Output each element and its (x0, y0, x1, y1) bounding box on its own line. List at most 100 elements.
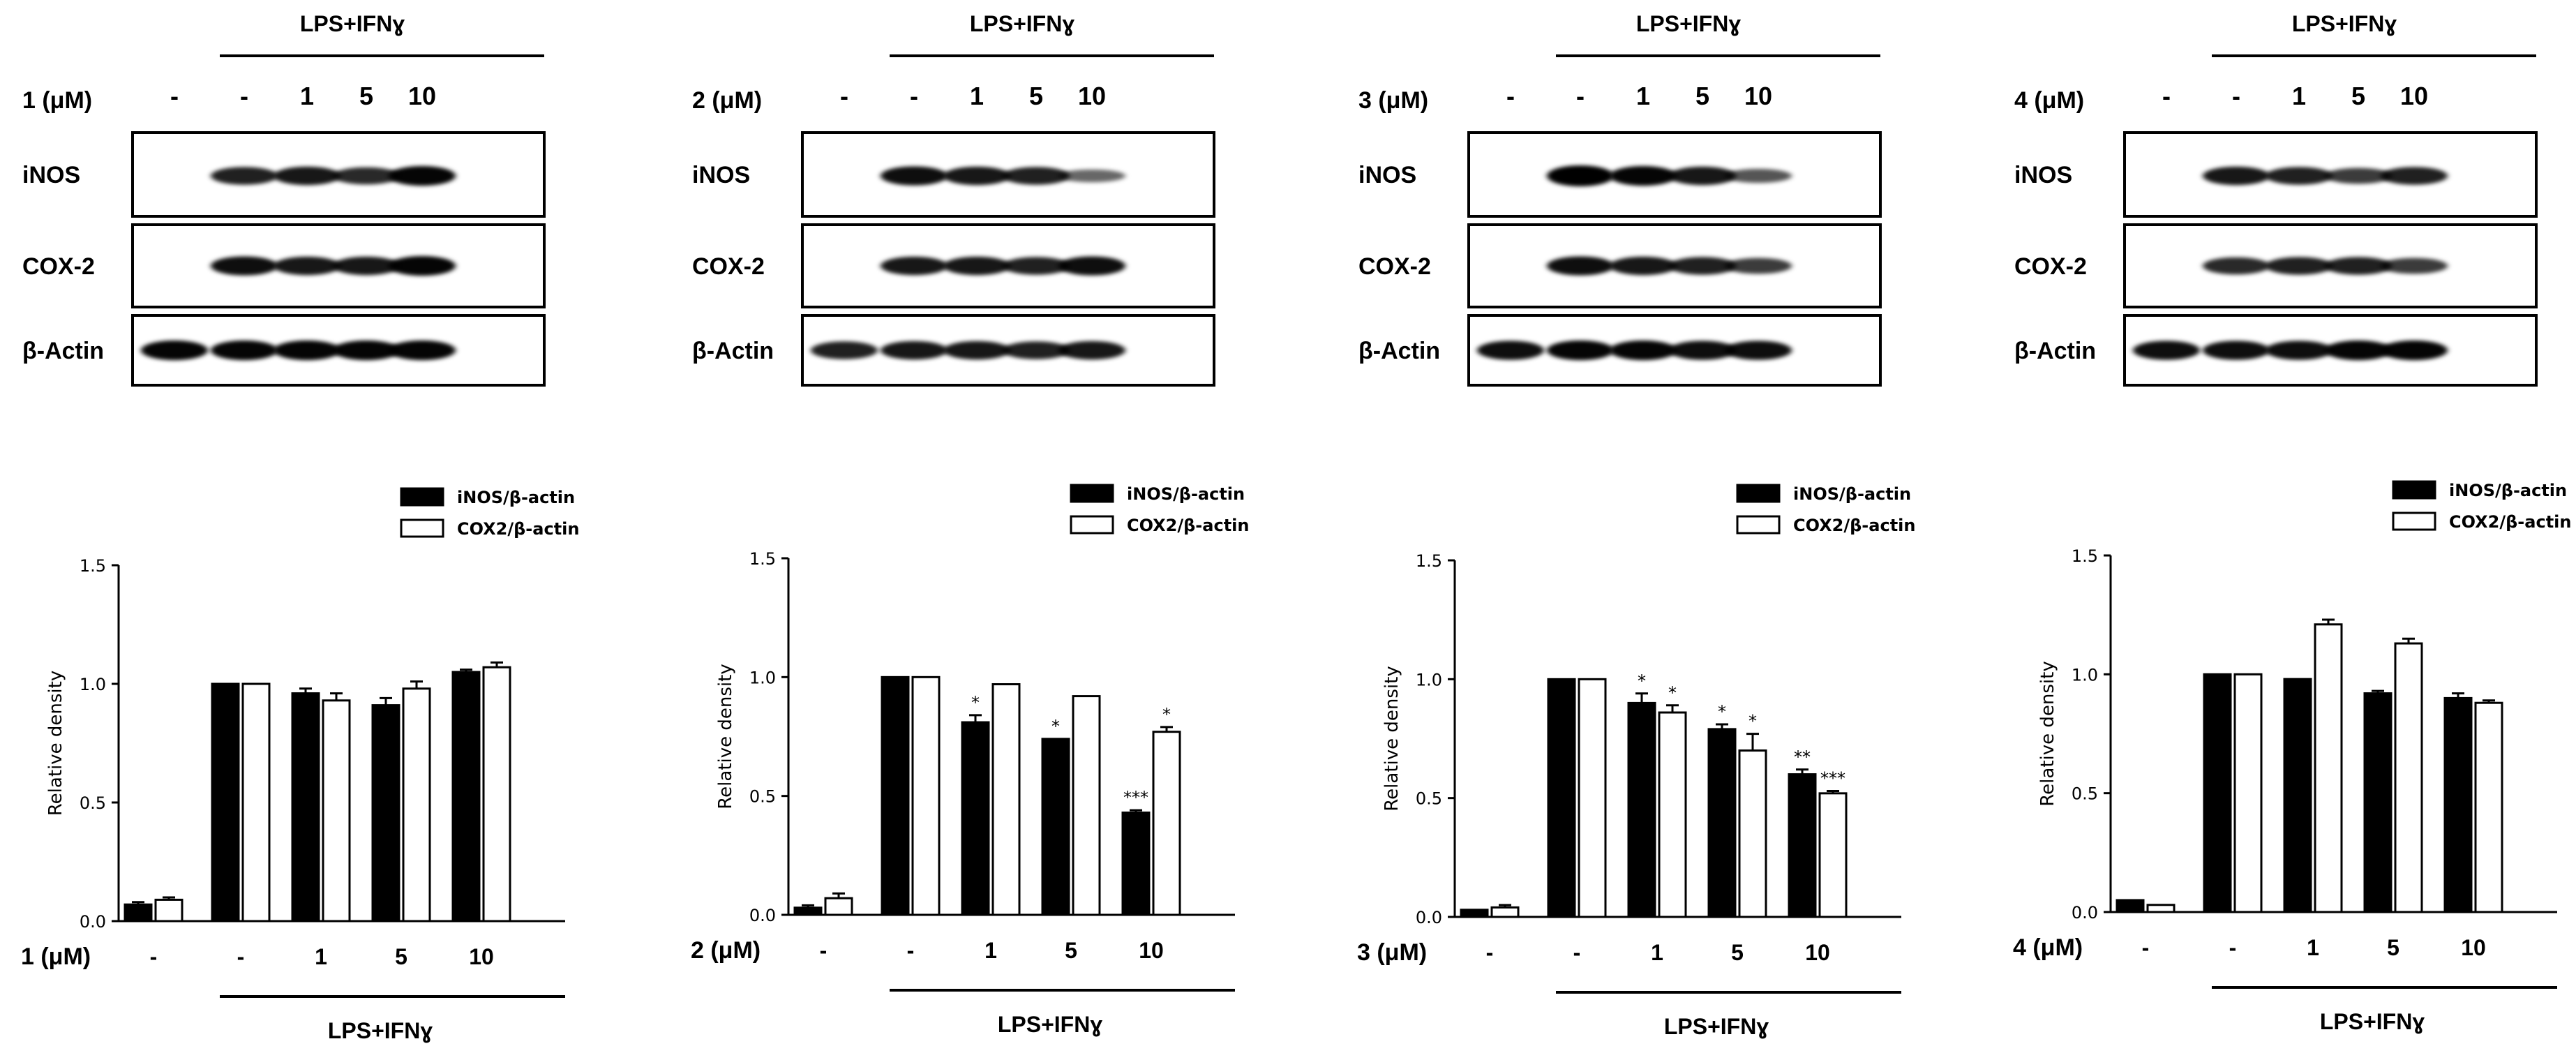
legend-swatch (1736, 515, 1781, 535)
blot-band (2381, 257, 2448, 274)
blot-row-label: β-Actin (22, 338, 104, 364)
y-tick-label: 0.5 (749, 787, 776, 807)
dose-tick: - (1576, 82, 1585, 110)
compound-label: 3 (μM) (1358, 87, 1428, 114)
bar-inos (211, 682, 240, 923)
bar-inos (1121, 812, 1151, 916)
treatment-label: LPS+IFNɣ (2292, 11, 2397, 36)
blot-band (1725, 341, 1792, 360)
x-tick-label: - (820, 938, 828, 963)
legend-swatch (1070, 515, 1114, 535)
dose-tick: 10 (1744, 82, 1772, 110)
blot-band (274, 166, 340, 186)
legend-swatch (1070, 484, 1114, 503)
treatment-label: LPS+IFNɣ (300, 11, 405, 36)
blot-band (274, 340, 340, 361)
x-axis-label: 4 (μM) (2013, 934, 2083, 961)
dose-tick: - (170, 82, 179, 110)
x-tick-label: - (237, 944, 245, 969)
blot-band (1669, 257, 1736, 275)
treatment-label-bottom: LPS+IFNɣ (1664, 1014, 1769, 1039)
blot-band (1547, 256, 1614, 276)
bar-inos (1788, 773, 1817, 918)
x-tick-label: 5 (1731, 940, 1744, 965)
x-tick-label: 10 (2461, 935, 2486, 960)
blot-band (333, 256, 400, 276)
bar-cox2 (1072, 695, 1101, 916)
significance-mark: * (1718, 702, 1726, 722)
bar-cox2 (1658, 711, 1687, 918)
y-axis-label: Relative density (1381, 666, 1402, 811)
blot-row-label: COX-2 (22, 253, 95, 280)
y-axis-label: Relative density (45, 671, 66, 816)
y-tick-label: 0.0 (80, 912, 106, 932)
blot-row-label: iNOS (2014, 162, 2072, 188)
legend-label: iNOS/β-actin (1127, 484, 1245, 504)
significance-mark: * (1638, 671, 1646, 691)
treatment-label-bottom: LPS+IFNɣ (2320, 1009, 2425, 1034)
bar-inos (2363, 692, 2392, 913)
legend-label: COX2/β-actin (457, 519, 579, 539)
blot-band (1547, 165, 1614, 186)
blot-band (943, 256, 1010, 276)
significance-mark: * (971, 693, 980, 712)
blot-band (881, 166, 948, 186)
bar-cox2 (1818, 792, 1848, 918)
legend-swatch (1736, 484, 1781, 503)
x-tick-label: - (2142, 935, 2150, 960)
dose-tick: - (2232, 82, 2240, 110)
significance-mark: * (1051, 717, 1060, 736)
dose-tick: 10 (2400, 82, 2428, 110)
dose-tick: - (840, 82, 848, 110)
bar-inos (881, 675, 910, 916)
compound-label: 2 (μM) (692, 87, 762, 114)
x-tick-label: 10 (1805, 940, 1830, 965)
blot-band (211, 340, 278, 361)
legend: iNOS/β-actin COX2/β-actin (2392, 480, 2571, 532)
significance-mark: *** (1820, 768, 1845, 788)
bar-cox2 (402, 687, 431, 923)
y-tick-label: 0.0 (1416, 908, 1442, 927)
bar-cox2 (2146, 904, 2176, 913)
legend: iNOS/β-actin COX2/β-actin (400, 487, 579, 539)
blot-band (811, 341, 878, 359)
blot-band (1477, 341, 1544, 360)
blot-row-label: β-Actin (692, 338, 774, 364)
blot-band (2266, 257, 2332, 275)
blot-band (2381, 340, 2448, 361)
blot-row-label: iNOS (692, 162, 750, 188)
bar-cox2 (1578, 678, 1607, 918)
dose-tick: - (910, 82, 918, 110)
blot-band (2325, 257, 2392, 275)
legend-label: iNOS/β-actin (2449, 481, 2567, 500)
blot-band (1058, 341, 1125, 360)
x-tick-label: - (150, 944, 158, 969)
legend-label: iNOS/β-actin (1793, 484, 1911, 504)
bar-cox2 (154, 898, 184, 923)
blot-band (1725, 168, 1792, 184)
dose-tick: 1 (1636, 82, 1650, 110)
blot-band (389, 165, 456, 186)
legend-label: iNOS/β-actin (457, 488, 575, 507)
bar-inos (2443, 696, 2473, 913)
blot-band (389, 340, 456, 361)
bar-inos (371, 704, 400, 923)
x-tick-label: 5 (1065, 938, 1077, 963)
treatment-label: LPS+IFNɣ (1636, 11, 1741, 36)
bar-inos (123, 903, 153, 923)
legend-swatch (400, 518, 444, 538)
y-tick-label: 1.5 (749, 549, 776, 569)
bar-cox2 (241, 682, 271, 923)
blot-band (1725, 257, 1792, 274)
treatment-label-bottom: LPS+IFNɣ (998, 1012, 1102, 1037)
bar-cox2 (2474, 701, 2503, 913)
bar-inos (1627, 701, 1656, 918)
legend-label: COX2/β-actin (1793, 516, 1915, 535)
blot-band (333, 167, 400, 185)
bar-chart: 0.0 0.5 1.0 1.5 Relative density iNOS/β-actin… (21, 487, 579, 1043)
significance-mark: * (1748, 712, 1757, 731)
bar-inos (1707, 728, 1737, 918)
